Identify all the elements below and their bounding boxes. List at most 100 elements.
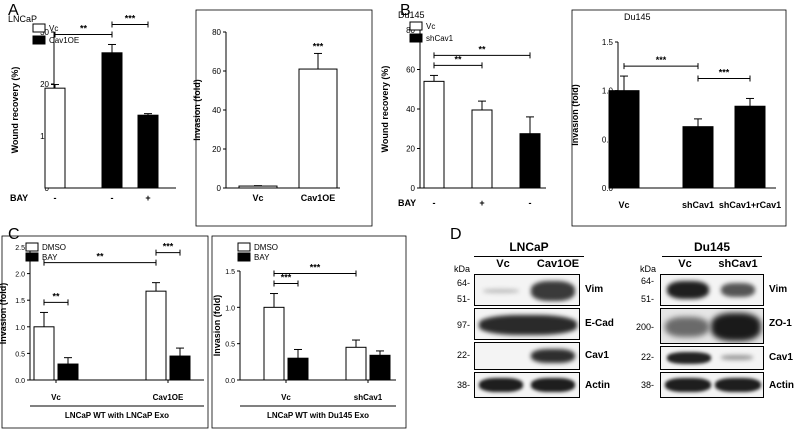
y-tick-label-a2: 0	[217, 184, 222, 193]
y-tick-label-b1: 60	[406, 66, 415, 75]
blot-lncap-label: Actin	[585, 380, 610, 391]
y-tick-label-b2: 0.5	[602, 135, 614, 144]
group-label-c2: Vc	[281, 393, 291, 402]
y-tick-label-c1: 1.5	[15, 298, 25, 305]
blot-du145-title: Du145	[693, 240, 731, 254]
group-label-c1: Cav1OE	[153, 393, 184, 402]
blot-lncap-marker: 22-	[456, 350, 470, 360]
blot-lncap-title-line	[474, 256, 584, 257]
cell-line-label-a1: LNCaP	[8, 14, 37, 24]
significance-label-c1: ***	[163, 242, 174, 252]
chart-frame-b2	[571, 9, 787, 227]
blot-lncap-cav1	[474, 342, 580, 370]
legend-swatch-c1	[25, 252, 39, 262]
blot-lncap-ecad	[474, 308, 580, 340]
category-label-b1: -	[433, 198, 436, 208]
significance-label-a2: ***	[313, 41, 324, 51]
legend-label-b1: Vc	[426, 22, 435, 31]
group-label-c1: Vc	[51, 393, 61, 402]
blot-du145-title-line	[662, 256, 762, 257]
bar-c1	[145, 290, 167, 381]
blot-du145-label: Cav1	[769, 352, 793, 363]
panel-letter-d: D	[450, 226, 462, 243]
blot-du145-lane-shcav1: shCav1	[718, 258, 758, 270]
bar-c1	[33, 326, 55, 381]
significance-label-a1: ***	[125, 13, 136, 23]
group-label-c2: shCav1	[354, 393, 383, 402]
significance-label-c2: ***	[281, 273, 292, 283]
bar-c2	[287, 357, 309, 381]
y-tick-label-b1: 40	[406, 105, 415, 114]
x-axis-label-c2: LNCaP WT with Du145 Exo	[267, 411, 369, 420]
y-tick-label-b2: 1.0	[602, 87, 614, 96]
legend-swatch-b1	[409, 33, 423, 43]
significance-label-b2: ***	[656, 55, 667, 65]
cell-line-label-b1: Du145	[398, 10, 425, 20]
y-axis-label-a2: Invasion (fold)	[192, 79, 202, 141]
panel-letter-c: C	[8, 226, 20, 243]
category-label-a2: Cav1OE	[301, 193, 336, 203]
blot-lncap-marker: 38-	[456, 380, 470, 390]
significance-label-b1: **	[454, 54, 462, 64]
chart-frame-a2	[195, 9, 373, 227]
blot-lncap-label: Vim	[585, 284, 604, 295]
y-tick-label-a2: 20	[212, 145, 221, 154]
legend-label-c1: BAY	[42, 253, 58, 262]
category-label-a1: +	[145, 193, 150, 203]
legend-label-c2: BAY	[254, 253, 270, 262]
y-axis-label-c1: Invasion (fold)	[0, 283, 8, 345]
legend-label-a1: Cav1OE	[49, 36, 79, 45]
chart-frame-c2	[211, 235, 407, 429]
blot-du145-lane-vc: Vc	[678, 258, 692, 270]
blot-du145-label: Vim	[769, 284, 788, 295]
category-label-b2: shCav1+rCav1	[719, 200, 781, 210]
legend-label-b1: shCav1	[426, 34, 454, 43]
significance-label-a1: **	[80, 23, 88, 33]
blot-lncap-marker: 51-	[456, 294, 470, 304]
category-label-b1: +	[479, 198, 484, 208]
bar-a1	[101, 52, 123, 189]
blot-du145-marker: 22-	[640, 352, 654, 362]
y-tick-label-c2: 1.0	[225, 305, 235, 312]
bar-a1	[44, 87, 66, 189]
blot-lncap-marker: 97-	[456, 320, 470, 330]
blot-du145-kda: kDa	[639, 264, 656, 274]
blot-lncap-lane-vc: Vc	[496, 258, 510, 270]
y-tick-label-c1: 1.0	[15, 325, 25, 332]
y-axis-label-b2: Invasion (fold)	[570, 84, 580, 146]
y-tick-label-b2: 0.0	[602, 184, 614, 193]
bar-b1	[423, 80, 445, 189]
treatment-label-a1: BAY	[10, 193, 28, 203]
chart-frame-c1	[1, 235, 209, 429]
significance-label-c1: **	[52, 291, 60, 301]
bar-b2	[734, 105, 766, 189]
legend-swatch-a1	[32, 23, 46, 33]
y-tick-label-c1: 0.0	[15, 378, 25, 385]
legend-label-c2: DMSO	[254, 243, 278, 252]
bar-c1	[57, 363, 79, 381]
blot-lncap-marker: 64-	[456, 278, 470, 288]
blot-lncap-title: LNCaP	[509, 240, 549, 254]
blot-du145-cav1	[660, 346, 764, 370]
blot-du145-label: Actin	[769, 380, 794, 391]
bar-c2	[263, 306, 285, 381]
y-axis-label-a1: Wound recovery (%)	[10, 67, 20, 154]
bar-c2	[345, 346, 367, 381]
legend-swatch-c2	[237, 242, 251, 252]
y-tick-label-b2: 1.5	[602, 38, 614, 47]
y-tick-label-a2: 60	[212, 67, 221, 76]
category-label-a2: Vc	[252, 193, 263, 203]
legend-swatch-b1	[409, 21, 423, 31]
blot-lncap-kda: kDa	[453, 264, 470, 274]
category-label-a1: -	[54, 193, 57, 203]
blot-lncap-actin	[474, 372, 580, 398]
blot-du145-actin	[660, 372, 764, 398]
y-tick-label-b1: 20	[406, 145, 415, 154]
bar-b1	[471, 109, 493, 189]
significance-label-b2: ***	[719, 67, 730, 77]
cell-line-label-b2: Du145	[624, 12, 651, 22]
significance-label-c2: ***	[310, 263, 321, 273]
blot-du145-marker: 38-	[640, 380, 654, 390]
y-tick-label-c1: 0.5	[15, 351, 25, 358]
significance-label-b1: **	[478, 44, 486, 54]
